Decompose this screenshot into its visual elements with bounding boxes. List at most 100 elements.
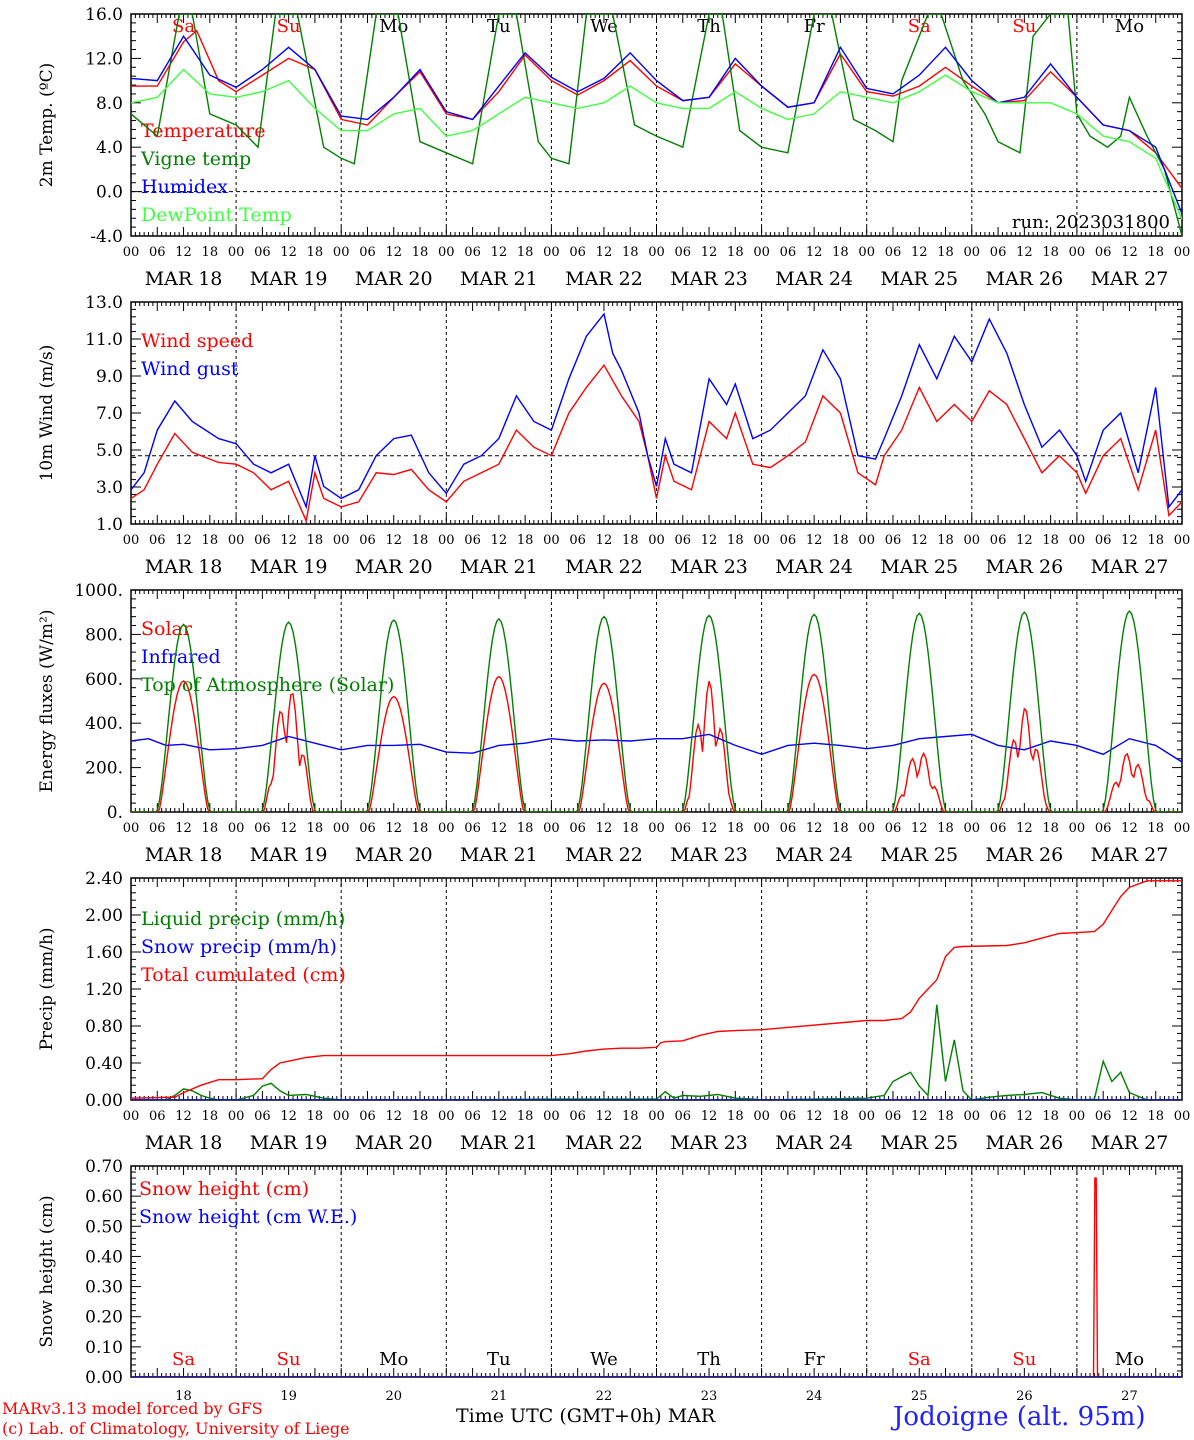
y-axis-title: 2m Temp. (ºC) xyxy=(37,63,57,188)
hour-label: 06 xyxy=(1095,1109,1112,1124)
date-label: MAR 21 xyxy=(460,268,538,290)
weekday-label: Sa xyxy=(908,1349,931,1370)
hour-label: 18 xyxy=(727,1109,744,1124)
hour-label: 18 xyxy=(937,1109,954,1124)
hour-label: 00 xyxy=(228,533,245,548)
weekday-label: Su xyxy=(277,16,301,37)
weekday-label: Tu xyxy=(487,1349,511,1370)
hour-label: 18 xyxy=(307,533,324,548)
hour-label: 06 xyxy=(990,245,1007,260)
hour-label: 06 xyxy=(675,1109,692,1124)
weekday-label: Su xyxy=(277,1349,301,1370)
hour-label: 12 xyxy=(175,1109,192,1124)
hour-label: 00 xyxy=(964,821,981,836)
series-line xyxy=(131,610,1182,812)
hour-label: 06 xyxy=(359,245,376,260)
date-label: MAR 22 xyxy=(565,268,643,290)
hour-label: 06 xyxy=(254,1109,271,1124)
hour-label: 06 xyxy=(149,533,166,548)
date-label: MAR 20 xyxy=(355,844,433,866)
date-label: MAR 26 xyxy=(985,844,1063,866)
hour-label: 00 xyxy=(333,533,350,548)
hour-label: 00 xyxy=(123,245,140,260)
date-label: MAR 19 xyxy=(250,268,328,290)
hour-label: 06 xyxy=(675,533,692,548)
y-axis-title: Energy fluxes (W/m²) xyxy=(37,610,57,793)
day-number-label: 24 xyxy=(806,1389,823,1404)
hour-label: 06 xyxy=(569,245,586,260)
legend-entry: Snow height (cm) xyxy=(139,1178,309,1200)
hour-label: 18 xyxy=(622,821,639,836)
hour-label: 00 xyxy=(438,245,455,260)
legend-entry: Humidex xyxy=(141,176,228,198)
legend-entry: Solar xyxy=(141,618,193,640)
y-tick-label: 1.0 xyxy=(96,515,123,535)
hour-label: 06 xyxy=(254,245,271,260)
hour-label: 18 xyxy=(832,245,849,260)
hour-label: 12 xyxy=(385,1109,402,1124)
weekday-label: Mo xyxy=(1115,16,1144,37)
hour-label: 06 xyxy=(780,533,797,548)
panel-precip: 0.00 0.40 0.80 1.20 1.60 2.00 2.40 Precip (mm/h… xyxy=(37,869,1190,1154)
date-label: MAR 21 xyxy=(460,1132,538,1154)
weekday-label: Sa xyxy=(908,16,931,37)
weekday-label: Su xyxy=(1012,16,1036,37)
date-label: MAR 23 xyxy=(670,556,748,578)
hour-label: 06 xyxy=(464,821,481,836)
hour-label: 06 xyxy=(464,245,481,260)
date-label: MAR 27 xyxy=(1091,556,1169,578)
hour-label: 00 xyxy=(648,245,665,260)
hour-label: 00 xyxy=(438,1109,455,1124)
date-label: MAR 19 xyxy=(250,844,328,866)
hour-label: 06 xyxy=(1095,821,1112,836)
legend-entry: Wind speed xyxy=(141,330,253,352)
y-tick-label: 0.40 xyxy=(85,1247,123,1267)
hour-label: 00 xyxy=(543,1109,560,1124)
hour-label: 12 xyxy=(385,821,402,836)
hour-label: 00 xyxy=(333,821,350,836)
date-label: MAR 24 xyxy=(775,844,853,866)
hour-label: 00 xyxy=(753,1109,770,1124)
hour-label: 12 xyxy=(175,245,192,260)
hour-label: 06 xyxy=(780,1109,797,1124)
hour-label: 00 xyxy=(333,245,350,260)
y-axis-title: Precip (mm/h) xyxy=(37,927,57,1050)
hour-label: 12 xyxy=(596,821,613,836)
hour-label: 18 xyxy=(307,821,324,836)
y-tick-label: 16.0 xyxy=(85,5,123,25)
hour-label: 12 xyxy=(911,821,928,836)
hour-label: 12 xyxy=(1016,821,1033,836)
series-line xyxy=(131,733,1182,763)
weekday-label: Tu xyxy=(487,16,511,37)
hour-label: 12 xyxy=(596,533,613,548)
hour-label: 00 xyxy=(1069,821,1086,836)
hour-label: 18 xyxy=(727,821,744,836)
y-tick-label: 0.10 xyxy=(85,1338,123,1358)
hour-label: 00 xyxy=(1174,533,1191,548)
hour-label: 06 xyxy=(885,1109,902,1124)
date-label: MAR 24 xyxy=(775,556,853,578)
hour-label: 12 xyxy=(701,821,718,836)
date-label: MAR 21 xyxy=(460,844,538,866)
hour-label: 06 xyxy=(1095,533,1112,548)
legend-entry: Temperature xyxy=(141,120,265,142)
day-number-label: 21 xyxy=(491,1389,508,1404)
legend-entry: Total cumulated (cm) xyxy=(141,964,346,986)
weekday-label: Mo xyxy=(379,1349,408,1370)
date-label: MAR 26 xyxy=(985,1132,1063,1154)
y-tick-label: 200. xyxy=(85,759,123,779)
y-tick-label: 8.0 xyxy=(96,94,123,114)
hour-label: 18 xyxy=(517,821,534,836)
y-tick-label: 1.60 xyxy=(85,943,123,963)
legend-entry: Snow height (cm W.E.) xyxy=(139,1206,357,1228)
legend-entry: Wind gust xyxy=(141,358,239,380)
date-label: MAR 24 xyxy=(775,268,853,290)
y-tick-label: 0.20 xyxy=(85,1308,123,1328)
hour-label: 00 xyxy=(543,533,560,548)
weekday-label: Th xyxy=(697,1349,721,1370)
series-line xyxy=(131,363,1182,523)
hour-label: 00 xyxy=(858,821,875,836)
hour-label: 18 xyxy=(1147,821,1164,836)
y-tick-label: 5.0 xyxy=(96,441,123,461)
